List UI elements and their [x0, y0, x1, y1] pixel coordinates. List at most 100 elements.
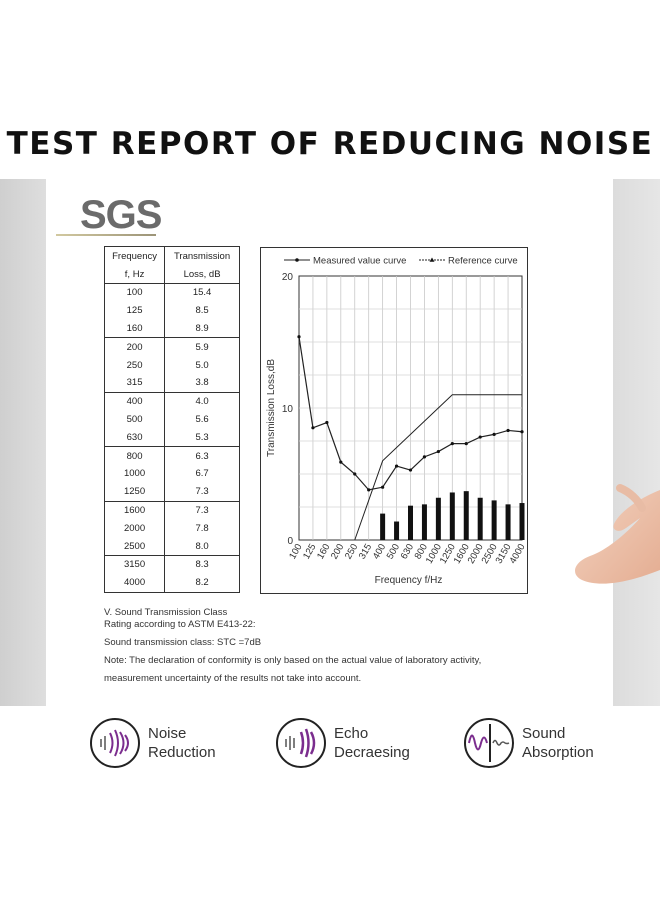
table-row: 100 15.4	[103, 282, 240, 302]
measured-point	[367, 488, 371, 492]
sound-absorption-icon	[464, 718, 514, 768]
table-row: 315 3.8	[103, 373, 240, 393]
data-bar	[449, 492, 455, 540]
table-row: 1250 7.3	[103, 482, 240, 502]
measured-point	[450, 442, 454, 446]
data-bar	[505, 504, 511, 540]
table-row: 3150 8.3	[103, 554, 240, 574]
x-tick-label: 200	[329, 542, 346, 561]
data-bar	[408, 505, 413, 540]
legend-reference-label: Reference curve	[448, 256, 518, 267]
table-row: 630 5.3	[103, 428, 240, 447]
notes-note-2: measurement uncertainty of the results n…	[104, 673, 362, 684]
measured-point	[339, 460, 343, 464]
measured-point	[408, 468, 413, 472]
measured-point	[436, 449, 440, 454]
noise-reduction-icon	[90, 718, 140, 768]
x-tick-label: 500	[385, 542, 402, 561]
notes-block: V. Sound Transmission Class Rating accor…	[104, 607, 481, 685]
feature-sound-absorption: Sound Absorption	[462, 716, 612, 770]
measured-point	[325, 420, 329, 425]
loss-cell: 5.9	[164, 337, 240, 357]
loss-cell: 8.5	[164, 301, 240, 320]
x-axis-label: Frequency f/Hz	[375, 575, 443, 586]
x-tick-label: 4000	[508, 542, 528, 566]
table-row: 125 8.5	[103, 301, 240, 320]
table-row: 500 5.6	[103, 410, 240, 429]
notes-section-title: V. Sound Transmission Class	[104, 607, 228, 618]
loss-cell: 8.3	[164, 554, 240, 574]
y-tick-label: 0	[287, 536, 293, 547]
frequency-loss-table: Frequency Transmission f, Hz Loss, dB 10…	[103, 246, 240, 593]
measured-point	[394, 464, 399, 468]
loss-cell: 5.3	[164, 428, 240, 447]
measured-point	[520, 430, 524, 434]
feature-label-line1: Noise	[148, 725, 187, 742]
echo-decreasing-icon	[276, 718, 326, 768]
measured-point	[478, 435, 482, 439]
frequency-cell: 200	[103, 337, 166, 357]
feature-label: Sound Absorption	[522, 724, 612, 762]
measured-point	[311, 426, 315, 430]
table-header-loss-unit: Loss, dB	[164, 265, 240, 284]
data-bar	[477, 497, 483, 540]
loss-cell: 8.2	[164, 573, 240, 593]
x-tick-label: 125	[301, 542, 318, 561]
data-bar	[380, 513, 386, 540]
data-bar	[519, 503, 525, 540]
loss-cell: 6.3	[164, 446, 240, 465]
feature-label: Echo Decraesing	[334, 724, 424, 762]
measured-point	[464, 442, 468, 446]
feature-label-line2: Reduction	[148, 744, 216, 761]
feature-echo-decreasing: Echo Decraesing	[274, 716, 424, 770]
legend-measured-label: Measured value curve	[313, 256, 406, 267]
frequency-cell: 2500	[103, 537, 166, 556]
measured-point	[492, 432, 496, 436]
table-row: 2000 7.8	[103, 519, 240, 538]
measured-point	[422, 455, 427, 459]
x-tick-label: 630	[399, 542, 416, 561]
frequency-cell: 630	[103, 428, 166, 447]
frequency-cell: 315	[103, 373, 166, 393]
frequency-cell: 400	[103, 391, 166, 411]
x-tick-label: 315	[357, 542, 374, 561]
loss-cell: 3.8	[164, 373, 240, 393]
data-bar	[394, 521, 400, 540]
measured-point	[353, 472, 357, 476]
y-tick-label: 10	[282, 404, 294, 415]
frequency-cell: 500	[103, 410, 166, 429]
loss-cell: 8.0	[164, 537, 240, 556]
frequency-cell: 800	[103, 446, 166, 465]
right-side-panel	[613, 179, 660, 706]
table-row: 2500 8.0	[103, 537, 240, 556]
y-axis-label: Transmission Loss,dB	[266, 359, 277, 457]
hand-image	[575, 484, 660, 584]
table-row: 200 5.9	[103, 337, 240, 357]
x-tick-label: 400	[371, 542, 388, 561]
frequency-cell: 1250	[103, 482, 166, 502]
measured-point	[297, 335, 301, 339]
features-row: Noise Reduction Echo Decraesing Sound Ab…	[0, 706, 660, 796]
data-bar	[463, 491, 469, 540]
x-tick-label: 160	[315, 542, 332, 561]
notes-note-1: Note: The declaration of conformity is o…	[104, 655, 482, 666]
loss-cell: 4.0	[164, 391, 240, 411]
loss-cell: 7.3	[164, 482, 240, 502]
feature-label-line1: Sound	[522, 725, 566, 742]
feature-label-line1: Echo	[334, 725, 369, 742]
loss-cell: 15.4	[164, 282, 240, 302]
left-side-panel	[0, 179, 46, 706]
chart-frame	[260, 247, 528, 594]
loss-cell: 8.9	[164, 319, 240, 338]
loss-cell: 5.0	[164, 356, 240, 374]
y-tick-label: 20	[282, 272, 294, 283]
reference-curve-line	[354, 394, 522, 541]
notes-stc: Sound transmission class: STC =7dB	[104, 637, 262, 648]
table-row: 160 8.9	[103, 319, 240, 338]
table-row: 4000 8.2	[103, 573, 240, 593]
frequency-cell: 1000	[103, 464, 166, 483]
page-title: TEST REPORT OF REDUCING NOISE	[6, 126, 654, 162]
feature-label-line2: Decraesing	[334, 744, 410, 761]
table-header-loss: Transmission	[164, 246, 240, 265]
